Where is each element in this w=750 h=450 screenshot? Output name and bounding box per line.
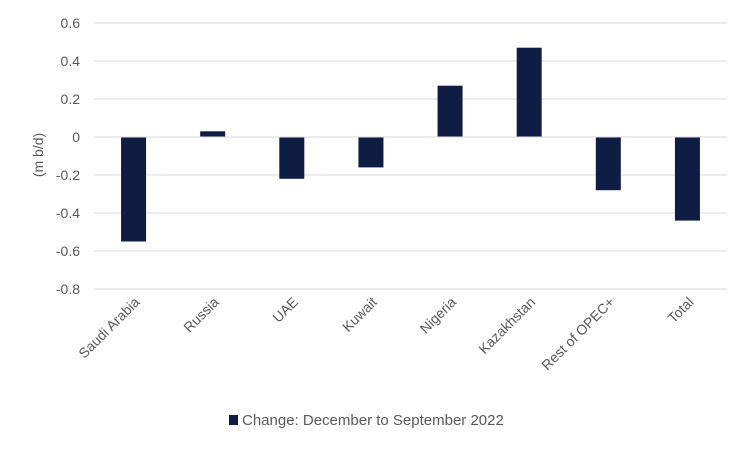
y-tick-label: 0.6 [61, 15, 81, 31]
x-tick-label: Saudi Arabia [75, 294, 143, 362]
bar [200, 131, 226, 137]
y-tick-label: -0.6 [56, 243, 80, 259]
x-tick-label: Total [664, 294, 696, 326]
x-tick-label: Kazakhstan [475, 294, 538, 357]
y-axis-title: (m b/d) [30, 133, 46, 177]
bar [516, 47, 542, 138]
bar [279, 137, 305, 179]
y-tick-label: 0 [72, 129, 80, 145]
x-axis-ticks: Saudi Arabia Russia UAE Kuwait Nigeria Kazakh… [75, 294, 696, 373]
x-tick-label: Nigeria [417, 294, 460, 337]
legend: Change: December to September 2022 [229, 412, 504, 429]
bar [121, 137, 147, 242]
y-tick-label: -0.4 [56, 205, 80, 221]
legend-swatch [229, 415, 238, 425]
y-tick-label: -0.8 [56, 281, 80, 297]
y-tick-label: -0.2 [56, 167, 80, 183]
x-tick-label: Russia [180, 294, 222, 336]
gridlines [94, 22, 727, 290]
x-tick-label: Kuwait [339, 294, 380, 335]
legend-label: Change: December to September 2022 [242, 412, 504, 429]
y-tick-label: 0.4 [61, 53, 81, 69]
y-axis-ticks: 0.6 0.4 0.2 0 -0.2 -0.4 -0.6 -0.8 [56, 15, 80, 297]
x-tick-label: Rest of OPEC+ [538, 294, 617, 373]
y-tick-label: 0.2 [61, 91, 81, 107]
bar [358, 137, 384, 168]
bar [595, 137, 621, 191]
bar [674, 137, 700, 221]
x-tick-label: UAE [269, 294, 301, 326]
bar [437, 85, 463, 137]
bars [121, 47, 700, 242]
